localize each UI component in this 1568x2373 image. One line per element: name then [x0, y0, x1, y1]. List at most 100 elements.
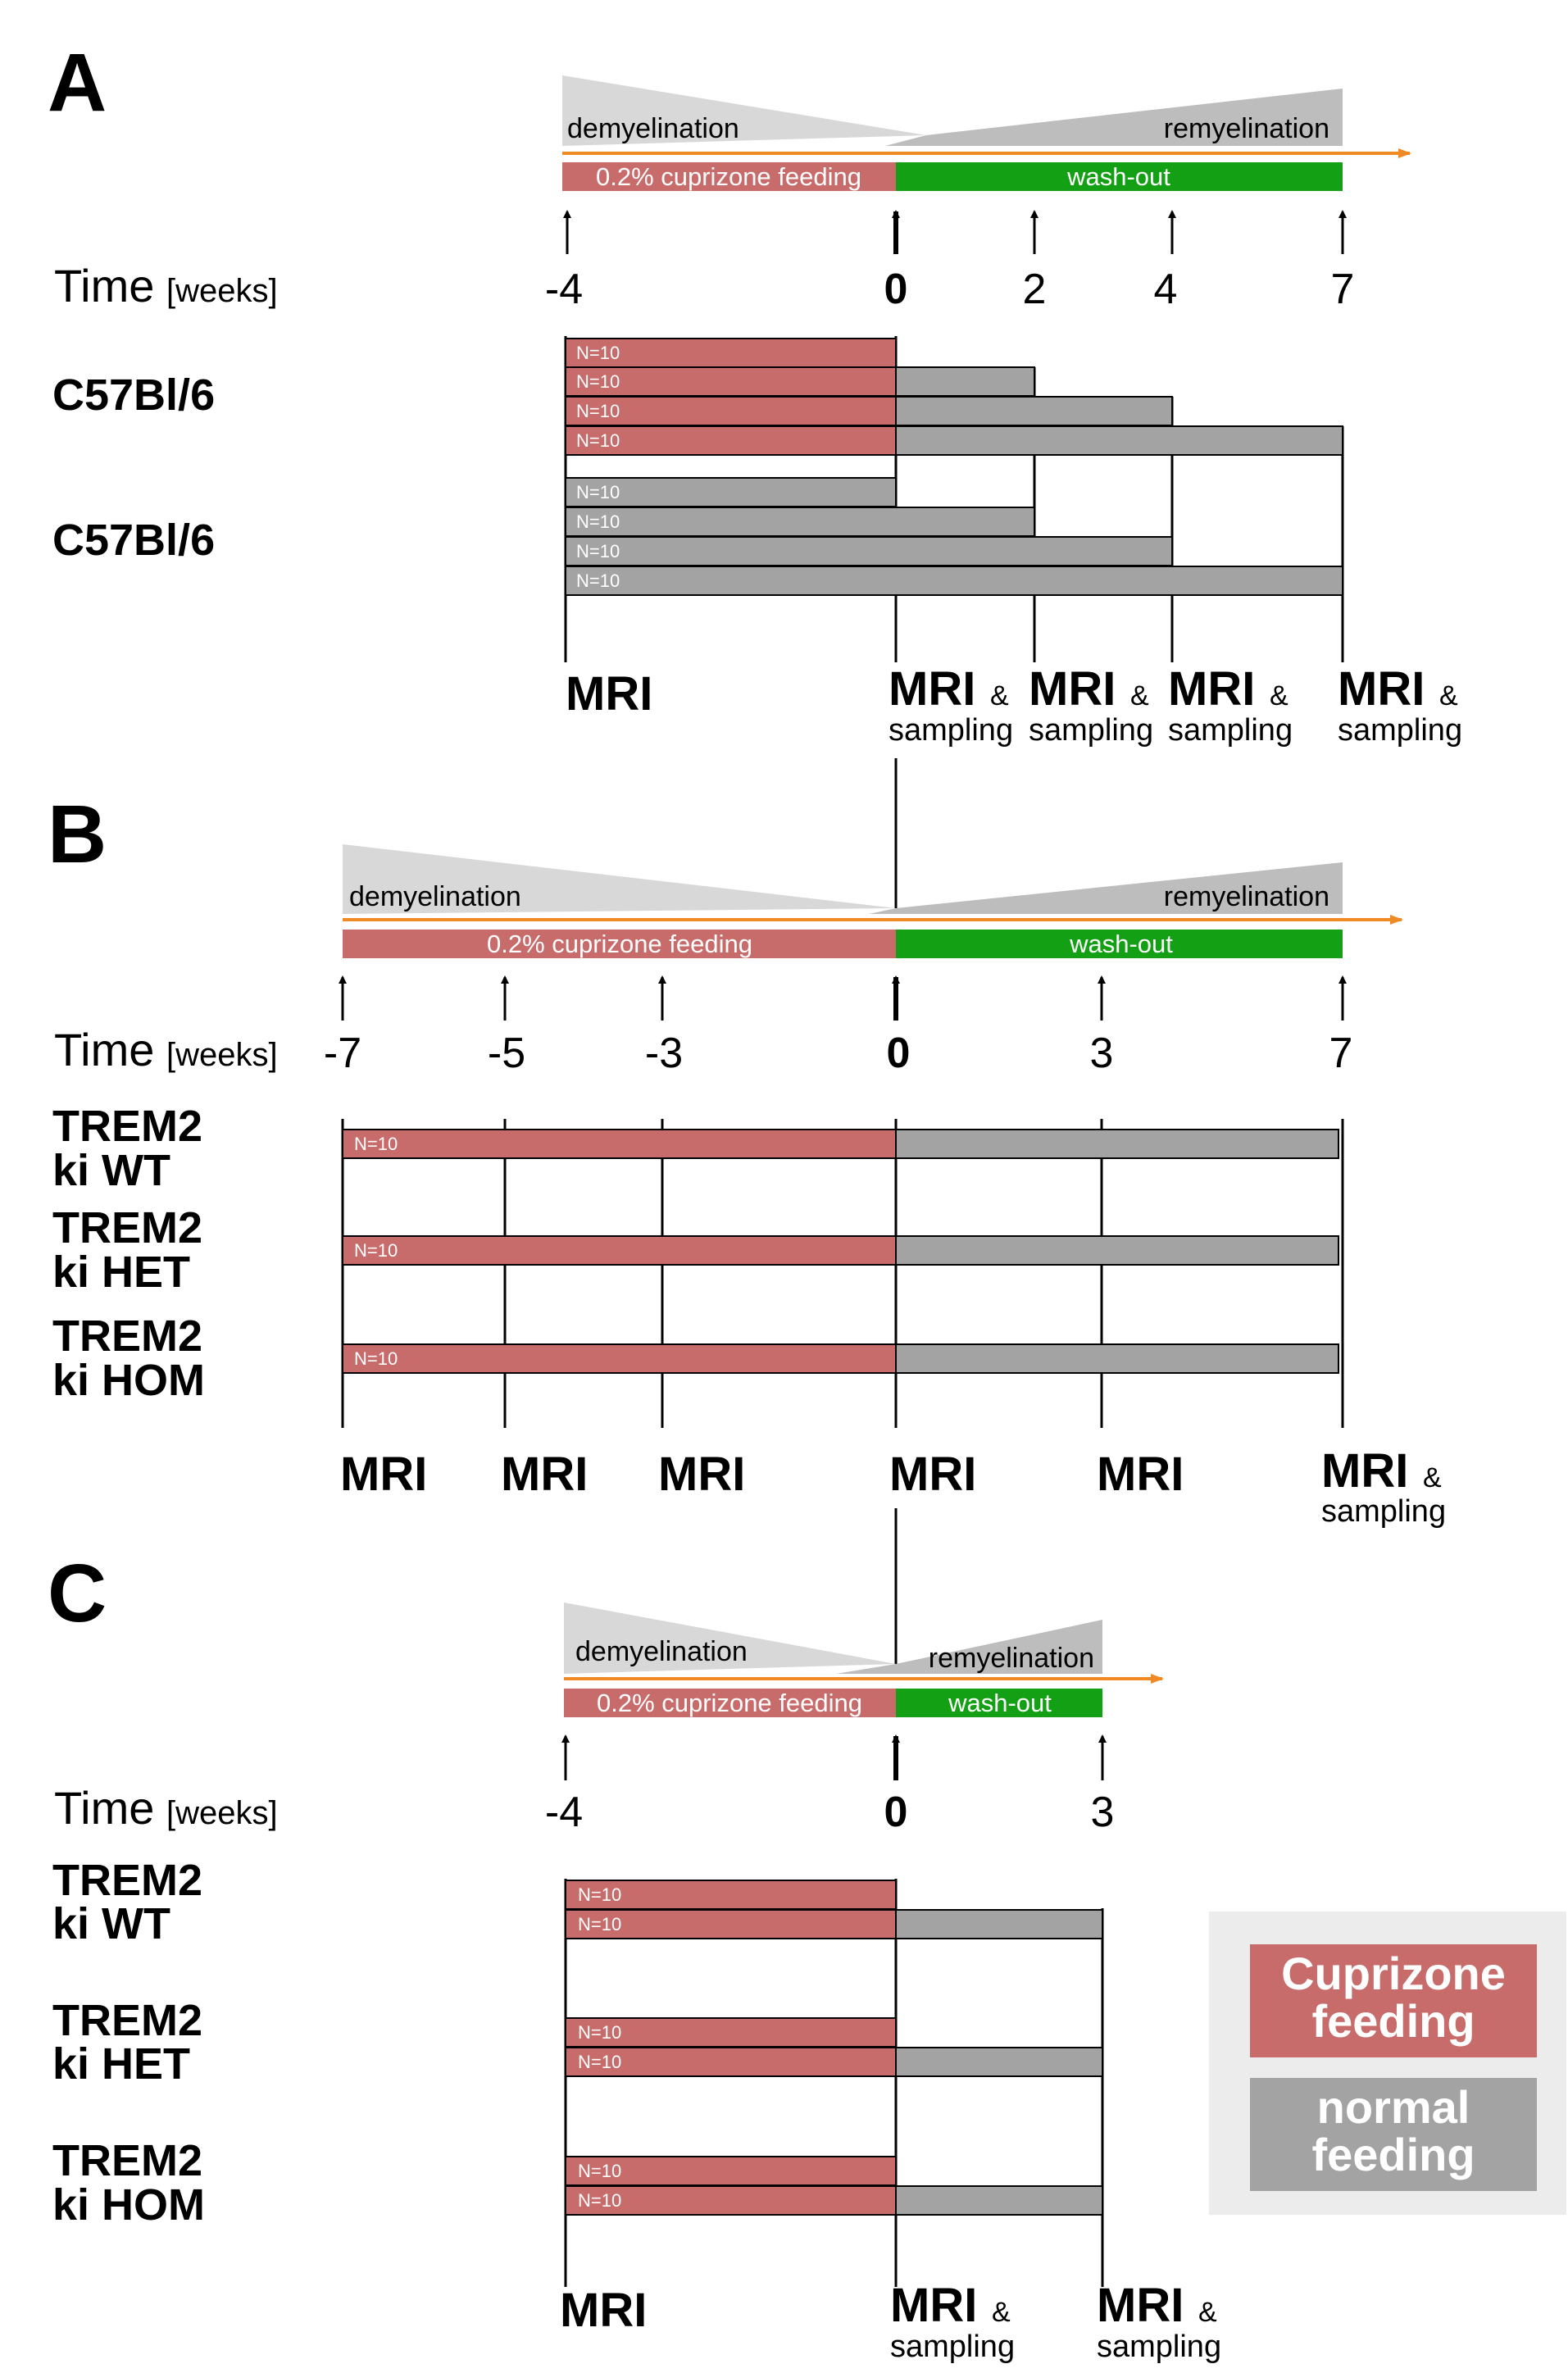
panel-b-mri-label: MRI — [340, 1448, 427, 1501]
panel-c-sampling-label: sampling — [1097, 2330, 1221, 2364]
panel-b-remyelination-label: remyelination — [1164, 881, 1329, 912]
legend-cuprizone-line1: Cuprizone — [1281, 1948, 1506, 1999]
panel-b-cuprizone-phase-label: 0.2% cuprizone feeding — [487, 930, 752, 958]
panel-a-sampling-label: sampling — [889, 713, 1013, 748]
panel-a-mri-label: MRI — [1168, 662, 1255, 716]
panel-a-amp-label: & — [990, 680, 1009, 711]
panel-b-cuprizone-bar — [342, 1235, 897, 1266]
panel-c-letter: C — [48, 1548, 107, 1639]
panel-a-group-label: C57Bl/6 — [52, 516, 215, 565]
panel-b-normal-bar — [895, 1235, 1339, 1266]
panel-a-tick-label: 0 — [884, 266, 908, 313]
panel-a-mri-label: MRI — [566, 667, 652, 721]
panel-a-normal-bar — [895, 425, 1343, 456]
panel-a-cuprizone-bar — [565, 366, 897, 397]
panel-a-mri-label: MRI — [889, 662, 975, 716]
panel-a-normal-bar — [895, 366, 1035, 397]
panel-a-tick-label: 2 — [1023, 266, 1047, 313]
panel-a-normal-bar — [565, 566, 1343, 596]
panel-a-remyelination-label: remyelination — [1164, 113, 1329, 144]
legend: Cuprizone feeding normal feeding — [1209, 1912, 1566, 2215]
panel-b-normal-bar — [895, 1129, 1339, 1159]
panel-c-demyelination-triangle — [564, 1602, 896, 1674]
panel-c-group-label: TREM2 — [52, 2136, 202, 2185]
panel-a-sampling-label: sampling — [1029, 713, 1153, 748]
panel-a-n-label: N=10 — [576, 482, 620, 502]
panel-b-group-label: TREM2 — [52, 1203, 202, 1252]
panel-a-washout-phase-bar — [896, 162, 1343, 191]
panel-c-remyelination-label: remyelination — [929, 1643, 1094, 1674]
panel-b-cuprizone-bar — [342, 1343, 897, 1374]
panel-c-n-label: N=10 — [578, 1914, 621, 1934]
panel-b-amp-label: & — [1423, 1462, 1442, 1493]
panel-a-n-label: N=10 — [576, 343, 620, 363]
panel-c-washout-phase-bar — [896, 1689, 1102, 1717]
panel-c-n-label: N=10 — [578, 2022, 621, 2043]
panel-a-washout-phase-label: wash-out — [1066, 162, 1170, 191]
panel-c-normal-bar — [895, 2185, 1103, 2216]
panel-c-cuprizone-phase-bar — [564, 1689, 896, 1717]
panel-a-cuprizone-bar — [565, 396, 897, 426]
panel-b-group-label: ki HET — [52, 1248, 190, 1297]
panel-a-n-label: N=10 — [576, 371, 620, 392]
panel-b-tick-label: -7 — [324, 1030, 361, 1077]
panel-a-remyelination-triangle — [885, 89, 1343, 146]
panel-a-n-label: N=10 — [576, 571, 620, 591]
panel-c-group-label: ki HOM — [52, 2180, 205, 2230]
panel-a-n-label: N=10 — [576, 541, 620, 561]
panel-b-cuprizone-phase-bar — [343, 930, 896, 958]
panel-c-normal-bar — [895, 2047, 1103, 2077]
panel-b-group-label: ki WT — [52, 1146, 170, 1195]
panel-a-cuprizone-bar — [565, 338, 897, 368]
panel-a-tick-label: 7 — [1331, 266, 1355, 313]
panel-c-amp-label: & — [992, 2297, 1011, 2328]
panel-b-demyelination-triangle — [343, 844, 896, 914]
panel-a-letter: A — [48, 37, 107, 129]
panel-b-normal-bar — [895, 1343, 1339, 1374]
panel-a-n-label: N=10 — [576, 511, 620, 532]
legend-cuprizone-line2: feeding — [1311, 1995, 1475, 2047]
panel-a-sampling-label: sampling — [1338, 713, 1462, 748]
panel-b-sampling-label: sampling — [1321, 1494, 1446, 1529]
panel-c-group-label: TREM2 — [52, 1996, 202, 2045]
panel-a-mri-label: MRI — [1029, 662, 1116, 716]
panel-a-amp-label: & — [1270, 680, 1288, 711]
panel-a-cuprizone-phase-bar — [562, 162, 896, 191]
panel-b-demyelination-label: demyelination — [349, 881, 521, 912]
panel-b-mri-label: MRI — [658, 1448, 745, 1501]
panel-c-group-label: ki WT — [52, 1899, 170, 1948]
panel-b-tick-label: 0 — [887, 1030, 911, 1077]
panel-b-time-unit: [weeks] — [166, 1037, 278, 1073]
panel-a-tick-label: 4 — [1154, 266, 1178, 313]
panel-a-sampling-label: sampling — [1168, 713, 1293, 748]
panel-c-n-label: N=10 — [578, 2190, 621, 2211]
panel-a-normal-bar — [565, 477, 897, 507]
panel-b-washout-phase-label: wash-out — [1069, 930, 1173, 958]
panel-b-cuprizone-bar — [342, 1129, 897, 1159]
panel-c-n-label: N=10 — [578, 2161, 621, 2181]
panel-c-mri-label: MRI — [1097, 2279, 1184, 2332]
panel-b-tick-label: -3 — [645, 1030, 683, 1077]
panel-b-n-label: N=10 — [354, 1134, 398, 1154]
panel-c-group-label: TREM2 — [52, 1856, 202, 1905]
panel-c-cuprizone-phase-label: 0.2% cuprizone feeding — [597, 1689, 862, 1717]
panel-c-n-label: N=10 — [578, 1884, 621, 1905]
legend-normal-line2: feeding — [1311, 2129, 1475, 2180]
panel-b-mri-label: MRI — [501, 1448, 588, 1501]
panel-b-mri-label: MRI — [1097, 1448, 1184, 1501]
panel-b-n-label: N=10 — [354, 1348, 398, 1369]
panel-b-n-label: N=10 — [354, 1240, 398, 1261]
panel-c-washout-phase-label: wash-out — [948, 1689, 1052, 1717]
panel-c-time-label: Time — [54, 1782, 154, 1834]
panel-c-sampling-label: sampling — [890, 2330, 1015, 2364]
panel-c-group-label: ki HET — [52, 2039, 190, 2089]
panel-a-demyelination-triangle — [562, 75, 926, 146]
panel-a-n-label: N=10 — [576, 401, 620, 421]
panel-c-cuprizone-bar — [565, 2156, 897, 2186]
panel-c-n-label: N=10 — [578, 2052, 621, 2072]
legend-normal-swatch — [1250, 2078, 1537, 2191]
panel-b-washout-phase-bar — [896, 930, 1343, 958]
panel-b-remyelination-triangle — [869, 862, 1343, 914]
panel-a-time-unit: [weeks] — [166, 273, 278, 309]
